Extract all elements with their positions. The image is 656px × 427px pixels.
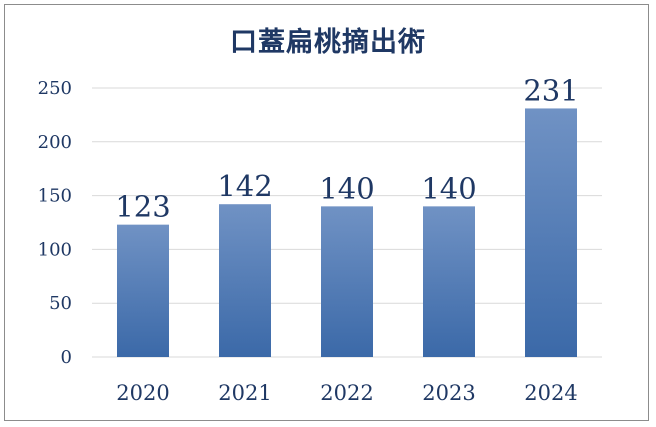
- data-label-2022: 140: [319, 171, 374, 205]
- bar-2021: [219, 204, 271, 357]
- y-tick-label: 200: [38, 132, 72, 153]
- chart-title: 口蓋扁桃摘出術: [230, 27, 426, 58]
- data-label-2020: 123: [115, 190, 170, 224]
- y-tick-label: 250: [38, 78, 72, 99]
- x-category-label: 2024: [524, 381, 577, 405]
- x-category-label: 2020: [116, 381, 169, 405]
- data-labels: 123 142 140 140 231: [115, 73, 578, 223]
- y-axis-ticks: 0 50 100 150 200 250: [38, 78, 72, 368]
- bars: [117, 108, 577, 357]
- data-label-2023: 140: [421, 171, 476, 205]
- data-label-2024: 231: [523, 73, 578, 107]
- bar-2023: [423, 206, 475, 357]
- y-tick-label: 100: [38, 239, 72, 260]
- bar-2020: [117, 224, 169, 357]
- y-tick-label: 50: [49, 293, 72, 314]
- y-tick-label: 150: [38, 186, 72, 207]
- y-tick-label: 0: [61, 347, 72, 368]
- x-category-label: 2021: [218, 381, 271, 405]
- x-category-label: 2023: [422, 381, 475, 405]
- bar-2024: [525, 108, 577, 357]
- x-category-label: 2022: [320, 381, 373, 405]
- bar-2022: [321, 206, 373, 357]
- data-label-2021: 142: [217, 169, 272, 203]
- x-axis-categories: 2020 2021 2022 2023 2024: [116, 381, 577, 405]
